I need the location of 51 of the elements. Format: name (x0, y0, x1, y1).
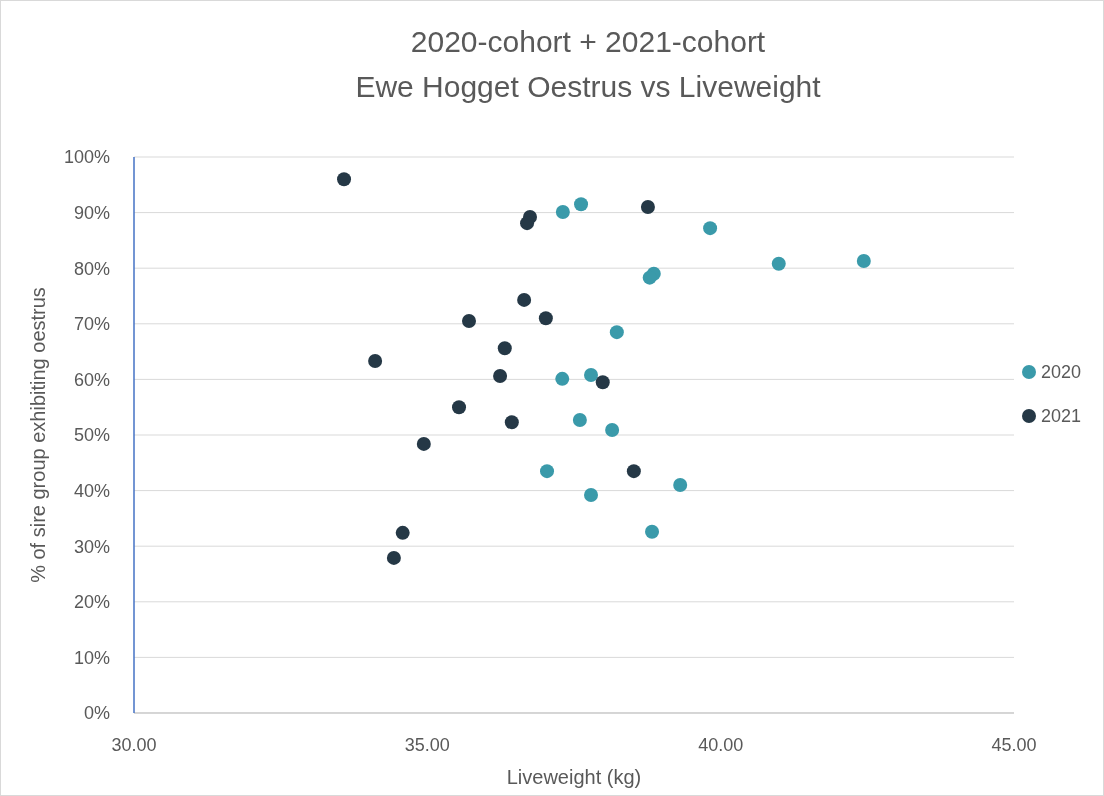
point (416, 436, 431, 451)
y-axis-title: % of sire group exhibiting oestrus (27, 287, 49, 583)
point (540, 464, 555, 479)
y-tick-label: 100% (63, 147, 110, 168)
point (609, 325, 624, 340)
point (572, 412, 587, 427)
x-tick-label: 40.00 (698, 735, 744, 755)
point (504, 415, 519, 430)
point (574, 197, 589, 212)
point (395, 525, 410, 540)
x-tick-label: 35.00 (404, 735, 450, 755)
point (642, 270, 657, 285)
point (538, 311, 553, 326)
point (856, 253, 871, 268)
y-tick-label: 70% (73, 314, 110, 335)
point (452, 400, 467, 415)
point (337, 172, 352, 187)
point (595, 375, 610, 390)
point (645, 524, 660, 539)
y-tick-label: 0% (83, 703, 110, 724)
y-tick-label: 50% (73, 425, 110, 446)
point (584, 488, 599, 503)
point (386, 550, 401, 565)
point (555, 371, 570, 386)
legend-label: 2020 (1041, 362, 1082, 383)
point (520, 216, 535, 231)
y-tick-label: 40% (73, 480, 110, 501)
point (673, 478, 688, 493)
point (493, 369, 508, 384)
y-tick-label: 60% (73, 369, 110, 390)
point (640, 200, 655, 215)
point (461, 314, 476, 329)
point (703, 221, 718, 236)
x-axis-title: Liveweight (kg) (506, 766, 642, 788)
y-tick-label: 80% (73, 258, 110, 279)
point (368, 354, 383, 369)
y-tick-label: 10% (73, 647, 110, 668)
y-tick-label: 30% (73, 536, 110, 557)
chart-title: 2020-cohort + 2021-cohort Ewe Hogget Oestrus vs Liveweight (355, 25, 822, 103)
point (584, 367, 599, 382)
y-tick-label: 90% (73, 202, 110, 223)
point (497, 341, 512, 356)
x-tick-label: 30.00 (111, 735, 157, 755)
point (771, 256, 786, 271)
point (517, 292, 532, 307)
x-tick-label: 45.00 (991, 735, 1037, 755)
legend-label: 2021 (1041, 406, 1082, 427)
point (555, 205, 570, 220)
point (626, 464, 641, 479)
y-tick-label: 20% (73, 592, 110, 613)
point (605, 423, 620, 437)
